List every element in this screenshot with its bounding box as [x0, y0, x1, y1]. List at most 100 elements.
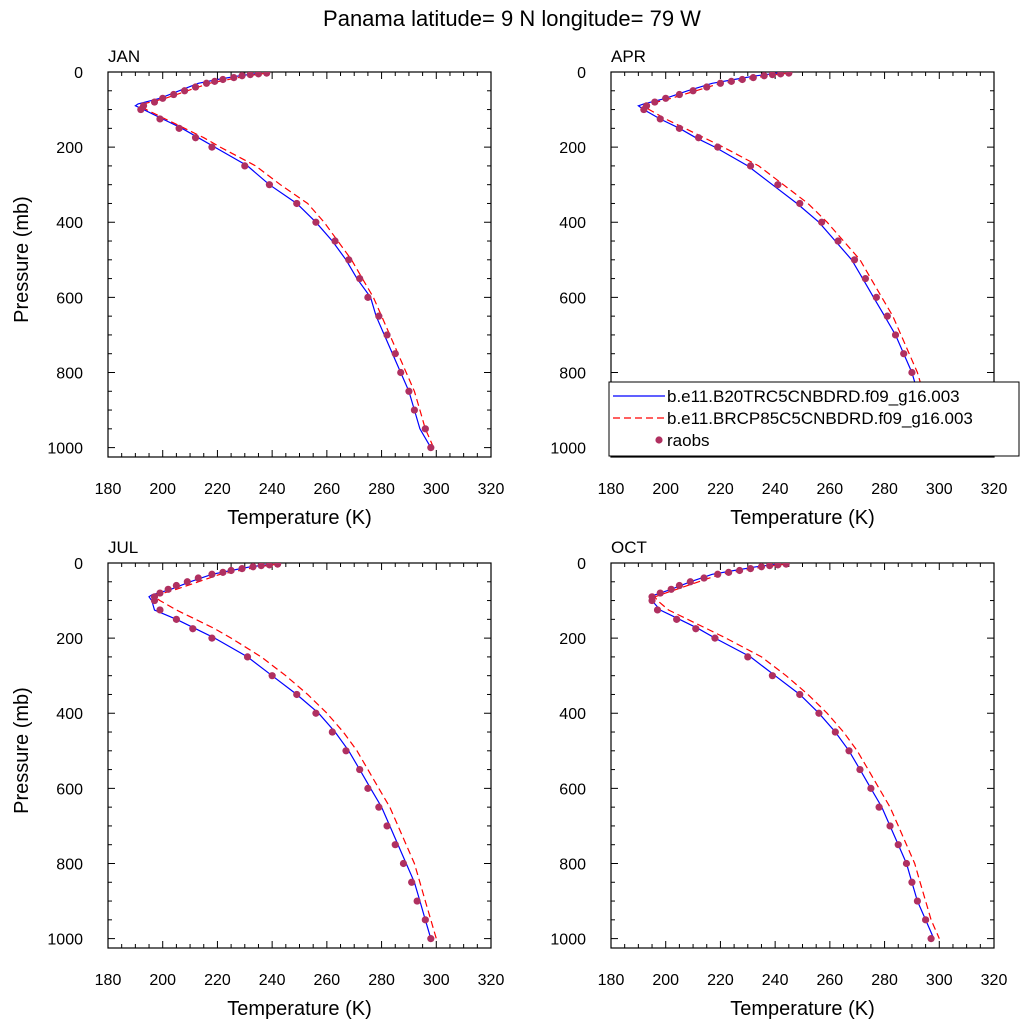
raobs-point: [675, 581, 683, 590]
raobs-point: [331, 237, 339, 245]
raobs-point: [908, 368, 916, 377]
raobs-point: [175, 124, 183, 132]
x-tick-label: 180: [598, 972, 625, 989]
raobs-point: [640, 105, 648, 114]
x-tick-label: 280: [368, 972, 395, 989]
raobs-point: [328, 728, 336, 736]
raobs-point: [391, 350, 399, 358]
raobs-point: [293, 690, 301, 699]
raobs-point: [243, 653, 252, 661]
x-tick-label: 240: [762, 972, 789, 989]
y-tick-label: 1000: [550, 441, 586, 458]
raobs-point: [364, 784, 372, 792]
raobs-point: [648, 596, 656, 605]
raobs-point: [265, 563, 274, 569]
raobs-point: [265, 181, 274, 189]
raobs-point: [427, 935, 435, 943]
y-tick-label: 1000: [47, 441, 83, 458]
raobs-point: [749, 74, 757, 82]
raobs-point: [312, 218, 320, 226]
raobs-point: [421, 916, 429, 924]
series-line-rcp85: [139, 72, 435, 448]
raobs-point: [356, 274, 364, 283]
legend: b.e11.B20TRC5CNBDRD.f09_g16.003 b.e11.BRC…: [608, 381, 1020, 457]
plot-area: [637, 72, 943, 452]
y-axis-label: Pressure (mb): [11, 196, 33, 323]
raobs-point: [391, 841, 399, 849]
x-tick-label: 260: [817, 481, 844, 498]
raobs-point: [856, 765, 864, 774]
series-line-rcp85: [653, 563, 940, 939]
raobs-point: [796, 690, 804, 699]
raobs-point: [815, 709, 823, 717]
raobs-point: [263, 72, 271, 77]
raobs-point: [667, 585, 675, 593]
raobs-point: [254, 72, 263, 78]
raobs-point: [410, 406, 418, 414]
raobs-point: [399, 859, 408, 868]
x-tick-label: 200: [149, 481, 176, 498]
series-line-b20trc: [148, 563, 432, 939]
x-tick-label: 220: [707, 972, 734, 989]
y-tick-label: 400: [559, 706, 586, 723]
raobs-point: [760, 72, 768, 80]
raobs-point: [137, 105, 145, 114]
raobs-point: [211, 77, 219, 85]
raobs-point: [768, 672, 777, 680]
raobs-point: [785, 72, 793, 77]
raobs-point: [886, 822, 894, 830]
raobs-point: [230, 74, 238, 82]
raobs-point: [257, 563, 265, 570]
x-tick-label: 300: [926, 481, 953, 498]
raobs-point: [746, 565, 755, 573]
y-tick-label: 200: [559, 140, 586, 157]
y-tick-label: 800: [559, 856, 586, 873]
figure-title: Panama latitude= 9 N longitude= 79 W: [323, 6, 701, 31]
y-tick-label: 200: [559, 631, 586, 648]
raobs-point: [796, 199, 804, 208]
raobs-point: [183, 578, 191, 586]
y-tick-label: 400: [56, 215, 83, 232]
x-tick-label: 180: [598, 481, 625, 498]
y-tick-label: 0: [74, 65, 83, 82]
x-tick-label: 280: [871, 972, 898, 989]
raobs-point: [675, 90, 683, 99]
y-tick-label: 0: [577, 556, 586, 573]
raobs-point: [768, 72, 777, 79]
raobs-point: [238, 72, 246, 80]
y-axis-label: Pressure (mb): [11, 687, 33, 814]
x-tick-label: 280: [871, 481, 898, 498]
x-axis-label: Temperature (K): [730, 998, 875, 1020]
raobs-point: [692, 625, 700, 633]
raobs-point: [170, 90, 178, 99]
legend-label: raobs: [667, 431, 710, 450]
y-tick-label: 600: [559, 290, 586, 307]
y-tick-label: 400: [559, 215, 586, 232]
panel-jul: 180 200 220 240 260 280 300 320 0 200 400 600 800 100…: [11, 538, 504, 1020]
raobs-point: [738, 75, 746, 84]
raobs-point: [156, 115, 164, 123]
raobs-point: [757, 563, 766, 571]
x-tick-label: 240: [762, 481, 789, 498]
panel-oct: 180 200 220 240 260 280 300 320 0 200 400 600 800 100…: [550, 538, 1007, 1020]
x-axis-label: Temperature (K): [227, 998, 372, 1020]
raobs-point: [861, 274, 870, 283]
raobs-point: [653, 606, 662, 614]
x-tick-label: 300: [423, 972, 450, 989]
raobs-point: [689, 87, 697, 95]
y-tick-label: 0: [577, 65, 586, 82]
raobs-point: [902, 859, 911, 868]
raobs-point: [238, 565, 246, 573]
raobs-point: [908, 878, 916, 886]
raobs-point: [159, 94, 167, 102]
y-tick-label: 0: [74, 556, 83, 573]
raobs-point: [156, 589, 164, 597]
raobs-point: [189, 625, 197, 633]
raobs-point: [922, 916, 930, 924]
raobs-point: [774, 181, 782, 189]
x-tick-label: 220: [204, 481, 231, 498]
raobs-point: [208, 570, 216, 578]
raobs-point: [711, 634, 719, 642]
y-tick-label: 1000: [47, 932, 83, 949]
raobs-point: [356, 765, 364, 774]
